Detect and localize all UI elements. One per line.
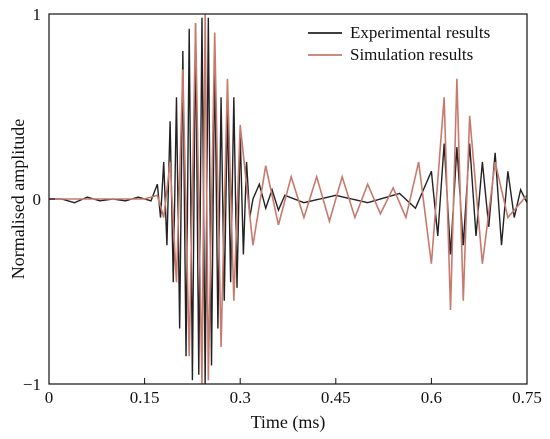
series-line-experimental xyxy=(49,17,528,385)
x-tick-label: 0.3 xyxy=(230,388,251,407)
y-axis-label: Normalised amplitude xyxy=(8,119,28,279)
series-layer xyxy=(49,13,528,385)
series-line-simulation xyxy=(49,13,528,385)
y-tick-label: 0 xyxy=(33,190,42,209)
x-tick-label: 0 xyxy=(45,388,54,407)
x-tick-label: 0.15 xyxy=(130,388,160,407)
ticks-layer: 0 0.15 0.3 0.45 0.6 0.75−101 xyxy=(23,5,542,407)
legend-label: Experimental results xyxy=(350,23,490,42)
x-tick-label: 0.6 xyxy=(421,388,442,407)
x-tick-label: 0.75 xyxy=(512,388,542,407)
x-axis-label: Time (ms) xyxy=(251,412,326,433)
y-tick-label: −1 xyxy=(23,375,41,394)
legend-label: Simulation results xyxy=(350,45,473,64)
x-tick-label: 0.45 xyxy=(321,388,351,407)
legend: Experimental results Simulation results xyxy=(308,23,490,64)
y-tick-label: 1 xyxy=(33,5,42,24)
